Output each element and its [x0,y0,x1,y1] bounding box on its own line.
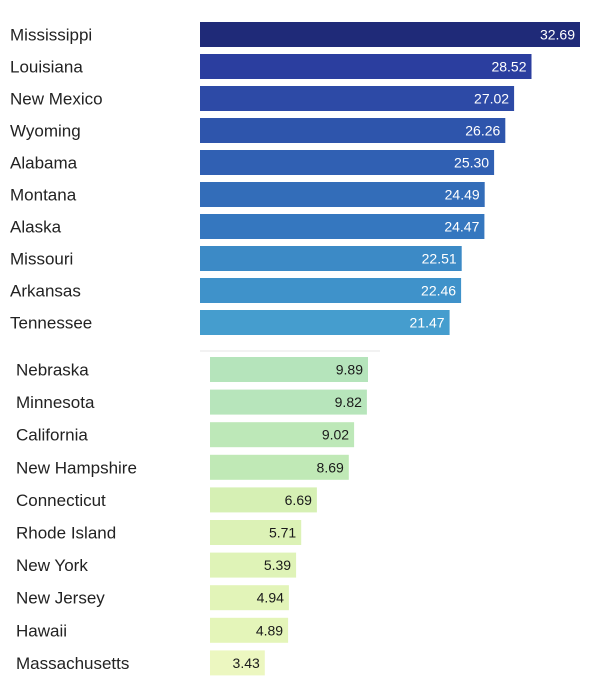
bottom-label-california: California [16,426,88,445]
top-bar-louisiana [200,54,532,79]
bottom-bar-rhode-island [210,520,302,545]
bottom-bar-minnesota [210,389,367,415]
bottom-label-new-jersey: New Jersey [16,589,105,608]
bottom-value-new-york: 5.39 [264,557,291,573]
top-chart: Mississippi 32.69 Louisiana 28.52 New Mexico… [10,22,580,335]
bottom-label-new-york: New York [16,556,88,575]
top-label-mississippi: Mississippi [10,26,92,45]
top-value-montana: 24.49 [445,187,480,203]
bottom-label-connecticut: Connecticut [16,491,106,510]
top-bar-new-mexico [200,86,515,111]
bottom-bar-new-york [210,552,297,578]
bottom-bar-hawaii [210,617,289,643]
top-label-alabama: Alabama [10,154,78,173]
top-bar-missouri [200,246,462,271]
bottom-value-california: 9.02 [322,427,349,443]
top-value-wyoming: 26.26 [465,123,500,139]
bottom-bar-new-hampshire [210,454,349,480]
top-bar-montana [200,182,485,207]
top-bar-alabama [200,150,495,175]
top-bar-mississippi [200,22,580,47]
top-label-alaska: Alaska [10,218,62,237]
top-value-new-mexico: 27.02 [474,91,509,107]
bottom-value-nebraska: 9.89 [336,362,363,378]
top-label-arkansas: Arkansas [10,282,81,301]
top-value-arkansas: 22.46 [421,283,456,299]
top-bar-alaska [200,214,485,239]
top-bar-arkansas [200,278,462,303]
bottom-bar-connecticut [210,487,317,513]
top-bar-tennessee [200,310,450,335]
top-value-alaska: 24.47 [444,219,479,235]
bottom-value-connecticut: 6.69 [285,492,312,508]
bottom-value-rhode-island: 5.71 [269,525,296,541]
bottom-value-new-hampshire: 8.69 [317,459,344,475]
top-label-missouri: Missouri [10,250,73,269]
bottom-bar-nebraska [210,357,368,382]
top-value-alabama: 25.30 [454,155,489,171]
bottom-label-nebraska: Nebraska [16,361,89,380]
top-label-montana: Montana [10,186,77,205]
top-value-missouri: 22.51 [422,251,457,267]
bottom-label-hawaii: Hawaii [16,621,67,640]
top-value-mississippi: 32.69 [540,27,575,43]
bottom-value-massachusetts: 3.43 [233,655,260,671]
top-label-new-mexico: New Mexico [10,90,103,109]
bottom-value-minnesota: 9.82 [335,394,362,410]
top-bar-wyoming [200,118,506,143]
top-label-wyoming: Wyoming [10,122,81,141]
bottom-bar-massachusetts [210,650,265,676]
bottom-value-hawaii: 4.89 [256,622,283,638]
bottom-label-massachusetts: Massachusetts [16,654,129,673]
top-value-tennessee: 21.47 [410,315,445,331]
top-value-louisiana: 28.52 [491,59,526,75]
bottom-label-rhode-island: Rhode Island [16,524,116,543]
top-label-tennessee: Tennessee [10,314,92,333]
top-label-louisiana: Louisiana [10,58,83,77]
bottom-value-new-jersey: 4.94 [257,590,284,606]
bottom-label-minnesota: Minnesota [16,393,95,412]
bottom-bar-new-jersey [210,585,289,611]
bottom-label-new-hampshire: New Hampshire [16,458,137,477]
bottom-chart: Nebraska 9.89 Minnesota 9.82 California 9.02 N… [16,357,368,676]
bottom-bar-california [210,422,355,448]
